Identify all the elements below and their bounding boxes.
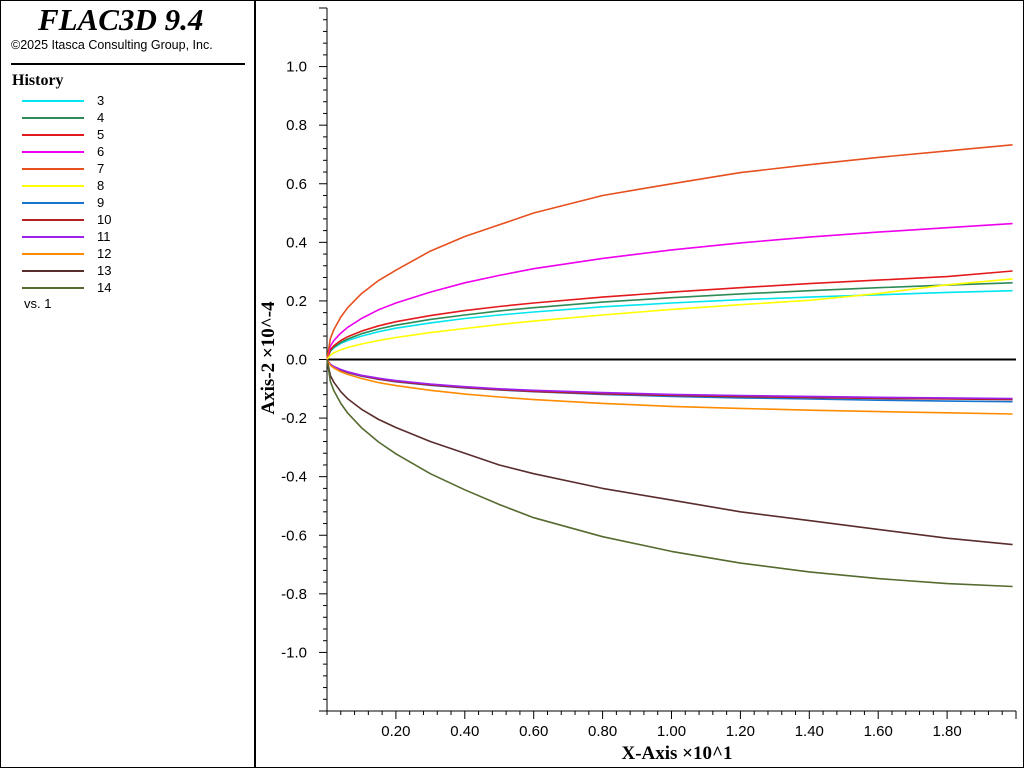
legend-label: 11: [97, 229, 111, 244]
x-tick-label: 0.60: [519, 723, 548, 740]
legend-vs-label: vs. 1: [24, 296, 52, 311]
legend-swatch: [22, 287, 84, 289]
legend-label: 8: [97, 178, 105, 193]
legend-label: 3: [97, 93, 105, 108]
legend-item-14: 14: [22, 279, 222, 296]
legend-item-9: 9: [22, 194, 222, 211]
legend-heading: History: [12, 72, 64, 89]
legend-swatch: [22, 117, 84, 119]
x-tick-label: 0.80: [588, 723, 617, 740]
series-layer: [326, 144, 1013, 588]
legend-swatch: [22, 202, 84, 204]
legend-label: 4: [97, 110, 105, 125]
legend-item-11: 11: [22, 228, 222, 245]
series-line-5: [326, 270, 1013, 360]
y-axis-title: Axis-2 ×10^-4: [258, 301, 279, 415]
legend-divider: [11, 63, 245, 65]
legend-label: 5: [97, 127, 105, 142]
y-tick-label: 1.0: [286, 59, 307, 76]
x-tick-label: 1.40: [795, 723, 824, 740]
legend-label: 13: [97, 263, 112, 278]
x-tick-label: 0.40: [450, 723, 479, 740]
x-tick-label: 1.60: [864, 723, 893, 740]
legend-item-4: 4: [22, 109, 222, 126]
legend-item-10: 10: [22, 211, 222, 228]
x-tick-label: 1.80: [932, 723, 961, 740]
y-tick-label: -0.8: [281, 586, 307, 603]
y-tick-label: 0.0: [286, 352, 307, 369]
axes-layer: 1.0 0.8 0.6 0.4 0.2 0.0 -0.2 -0.4 -0.6 -0.8 -1.0 0.…: [281, 7, 1017, 740]
legend-swatch: [22, 151, 84, 153]
legend-swatch: [22, 134, 84, 136]
y-tick-label: 0.8: [286, 117, 307, 134]
series-line-12: [326, 359, 1013, 415]
legend-item-5: 5: [22, 126, 222, 143]
y-tick-label: 0.4: [286, 234, 307, 251]
y-tick-label: -0.2: [281, 410, 307, 427]
series-line-7: [326, 144, 1013, 360]
legend-item-7: 7: [22, 160, 222, 177]
series-line-4: [326, 282, 1013, 360]
legend-item-13: 13: [22, 262, 222, 279]
legend-swatch: [22, 168, 84, 170]
y-tick-label: 0.6: [286, 176, 307, 193]
legend-label: 12: [97, 246, 112, 261]
legend-item-3: 3: [22, 92, 222, 109]
copyright-text: ©2025 Itasca Consulting Group, Inc.: [11, 38, 213, 52]
legend-label: 7: [97, 161, 105, 176]
legend-item-12: 12: [22, 245, 222, 262]
legend-swatch: [22, 270, 84, 272]
x-axis-title: X-Axis ×10^1: [621, 743, 732, 764]
app-title: FLAC3D 9.4: [38, 2, 204, 37]
x-tick-label: 0.20: [381, 723, 410, 740]
series-line-11: [326, 359, 1013, 400]
series-line-14: [326, 359, 1013, 588]
y-tick-label: -1.0: [281, 644, 307, 661]
legend-swatch: [22, 236, 84, 238]
y-tick-label: 0.2: [286, 293, 307, 310]
y-tick-label: -0.6: [281, 527, 307, 544]
series-line-13: [326, 359, 1013, 546]
legend-label: 10: [97, 212, 112, 227]
legend-swatch: [22, 219, 84, 221]
series-line-8: [326, 278, 1013, 360]
legend-label: 9: [97, 195, 105, 210]
legend-swatch: [22, 253, 84, 255]
legend-panel: FLAC3D 9.4 ©2025 Itasca Consulting Group…: [0, 0, 256, 768]
legend-swatch: [22, 185, 84, 187]
x-tick-label: 1.00: [657, 723, 686, 740]
legend-item-6: 6: [22, 143, 222, 160]
legend-item-8: 8: [22, 177, 222, 194]
series-line-3: [326, 289, 1013, 360]
y-tick-label: -0.4: [281, 469, 307, 486]
series-line-6: [326, 222, 1013, 360]
legend-swatch: [22, 100, 84, 102]
legend-label: 6: [97, 144, 105, 159]
x-tick-label: 1.20: [726, 723, 755, 740]
legend-label: 14: [97, 280, 112, 295]
history-plot: 1.0 0.8 0.6 0.4 0.2 0.0 -0.2 -0.4 -0.6 -0.8 -1.0 0.…: [258, 7, 1017, 764]
